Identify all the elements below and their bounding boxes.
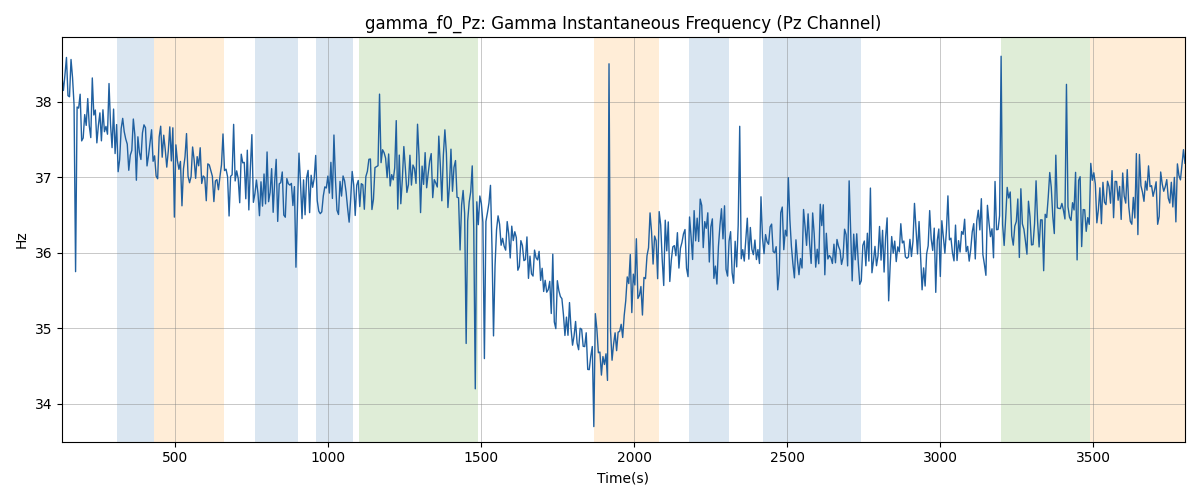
Bar — [689, 38, 730, 442]
Bar — [594, 38, 659, 442]
Title: gamma_f0_Pz: Gamma Instantaneous Frequency (Pz Channel): gamma_f0_Pz: Gamma Instantaneous Frequen… — [365, 15, 882, 34]
Bar — [1001, 38, 1090, 442]
Bar — [359, 38, 478, 442]
Y-axis label: Hz: Hz — [14, 230, 29, 248]
Bar — [116, 38, 154, 442]
Bar — [1090, 38, 1184, 442]
Bar — [316, 38, 353, 442]
Bar — [154, 38, 224, 442]
Bar — [763, 38, 860, 442]
X-axis label: Time(s): Time(s) — [598, 471, 649, 485]
Bar — [254, 38, 298, 442]
